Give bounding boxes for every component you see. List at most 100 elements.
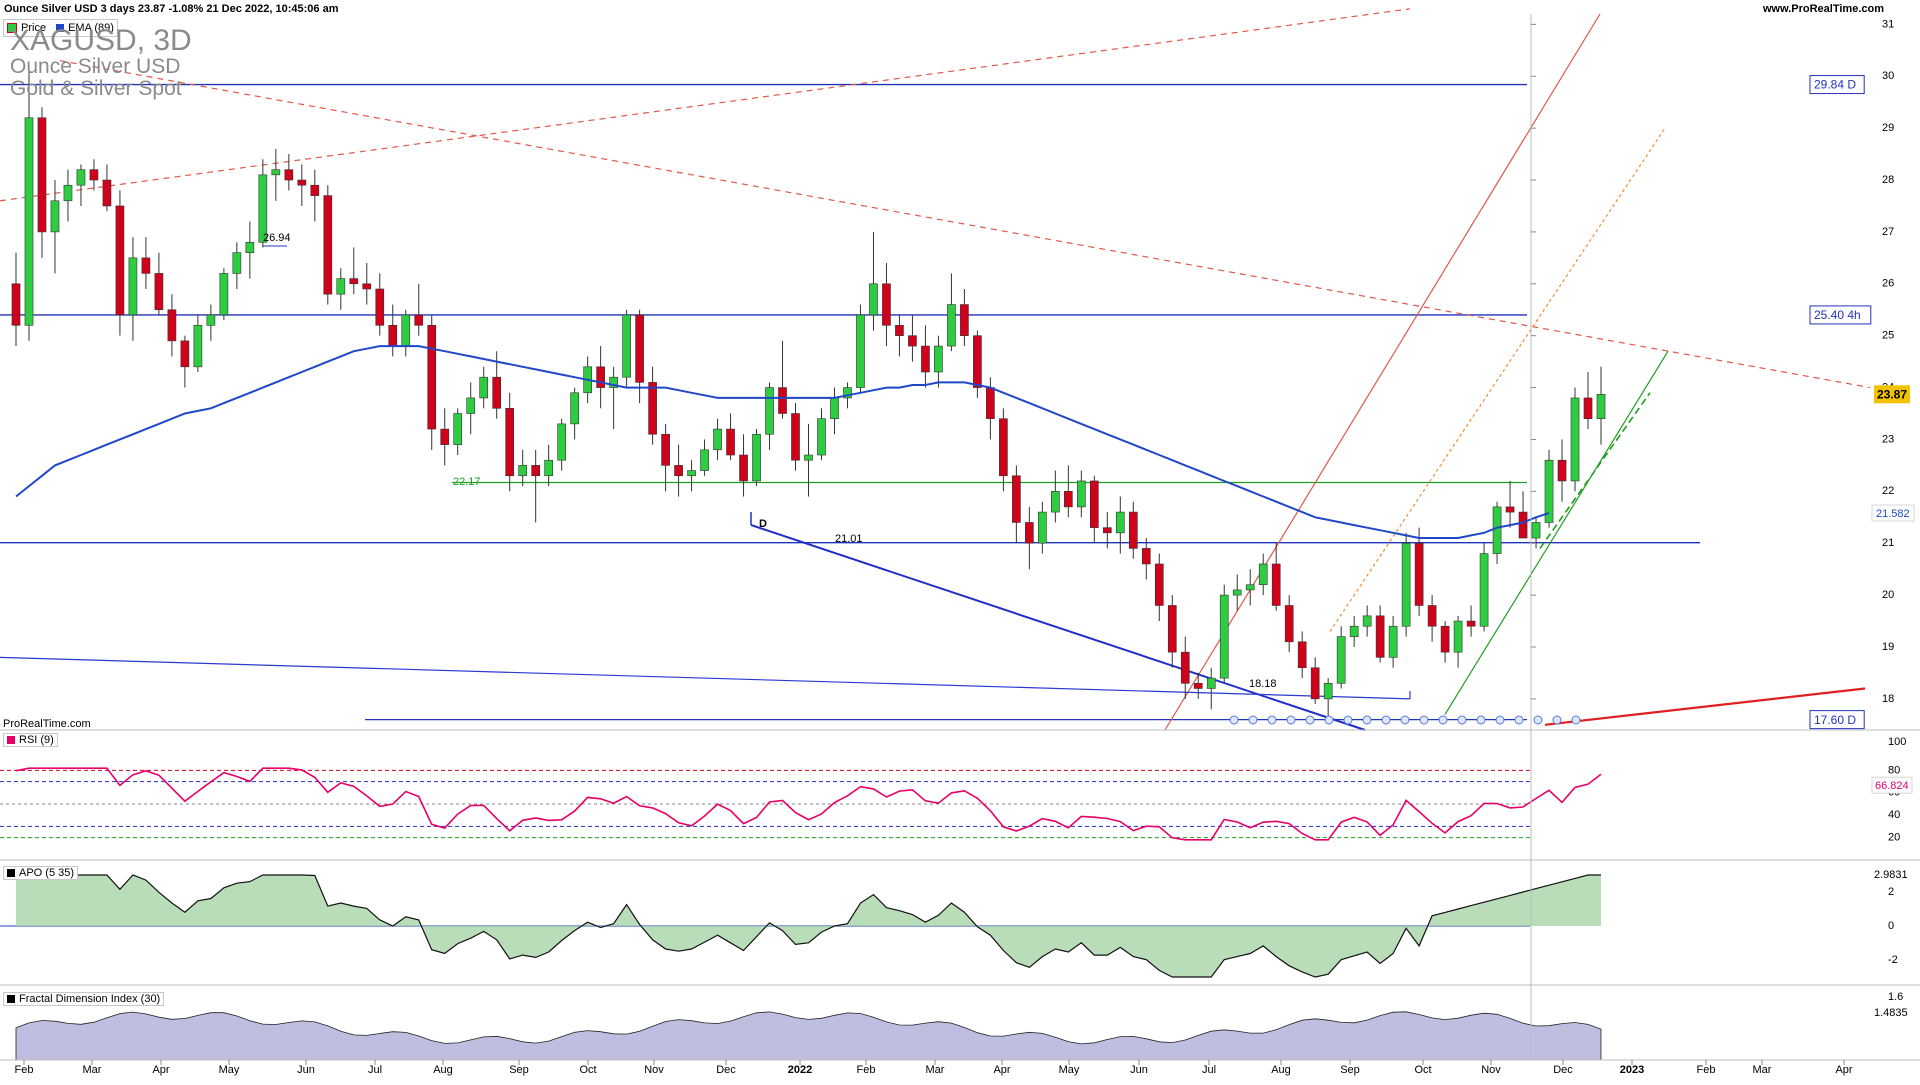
candle[interactable] — [375, 273, 385, 336]
level-tag-box[interactable] — [1809, 710, 1865, 730]
candle[interactable] — [934, 335, 943, 388]
event-marker[interactable] — [1419, 715, 1429, 725]
candle[interactable] — [1336, 626, 1346, 689]
candle[interactable] — [323, 185, 333, 305]
candle[interactable] — [1297, 631, 1307, 679]
candle[interactable] — [1258, 553, 1268, 596]
candle[interactable] — [1154, 553, 1164, 622]
candle[interactable] — [1284, 595, 1294, 653]
candle[interactable] — [726, 413, 735, 461]
event-marker[interactable] — [1286, 715, 1296, 725]
candle[interactable] — [921, 325, 930, 388]
candle[interactable] — [557, 418, 566, 471]
candle[interactable] — [1531, 517, 1541, 549]
candle[interactable] — [180, 335, 190, 388]
fdi-area[interactable] — [15, 1011, 1602, 1061]
event-marker[interactable] — [1267, 715, 1277, 725]
candle[interactable] — [1375, 605, 1385, 663]
level-tag-box[interactable] — [1809, 75, 1865, 95]
candle[interactable] — [1583, 372, 1593, 430]
candle[interactable] — [1466, 605, 1476, 637]
channel-line-orange[interactable] — [1329, 127, 1666, 632]
candle[interactable] — [1128, 501, 1138, 559]
candle[interactable] — [11, 252, 21, 347]
candle[interactable] — [440, 408, 450, 466]
candle[interactable] — [1453, 615, 1463, 668]
candle[interactable] — [232, 242, 242, 289]
candle[interactable] — [1388, 615, 1398, 668]
candle[interactable] — [310, 169, 320, 222]
candle[interactable] — [869, 231, 878, 331]
apo-legend[interactable]: APO (5 35) — [3, 866, 79, 880]
candle[interactable] — [193, 314, 203, 372]
uptrend-line-dashed[interactable] — [1539, 392, 1651, 549]
event-marker[interactable] — [1495, 715, 1505, 725]
candle[interactable] — [1012, 465, 1021, 544]
event-marker[interactable] — [1305, 715, 1315, 725]
candle[interactable] — [1219, 584, 1229, 684]
event-marker[interactable] — [1552, 715, 1562, 725]
candle[interactable] — [24, 65, 34, 341]
event-marker[interactable] — [1533, 715, 1543, 725]
candle[interactable] — [1180, 636, 1190, 699]
candle[interactable] — [609, 366, 618, 430]
candle[interactable] — [882, 263, 891, 347]
candle[interactable] — [1245, 569, 1255, 606]
candle[interactable] — [427, 314, 437, 450]
rsi-line[interactable] — [15, 767, 1602, 841]
candle[interactable] — [1167, 595, 1177, 668]
candle[interactable] — [219, 268, 229, 321]
candle[interactable] — [856, 304, 865, 393]
candle[interactable] — [674, 444, 683, 497]
candle[interactable] — [284, 154, 294, 191]
candle[interactable] — [518, 449, 528, 487]
candle[interactable] — [271, 148, 281, 201]
candle[interactable] — [167, 294, 177, 357]
event-marker[interactable] — [1476, 715, 1486, 725]
rsi-panel[interactable] — [0, 767, 1602, 841]
candle[interactable] — [1323, 678, 1333, 720]
candle[interactable] — [245, 221, 255, 279]
candle[interactable] — [1141, 538, 1151, 580]
candle[interactable] — [1414, 527, 1424, 616]
candle[interactable] — [1206, 667, 1216, 710]
candle[interactable] — [258, 159, 268, 248]
candle[interactable] — [999, 408, 1008, 492]
candle[interactable] — [1064, 465, 1073, 518]
apo-line[interactable] — [15, 874, 1601, 978]
candle[interactable] — [505, 392, 515, 492]
event-marker[interactable] — [1248, 715, 1258, 725]
candle[interactable] — [1051, 470, 1060, 523]
candle[interactable] — [1115, 496, 1125, 554]
fdi-panel[interactable] — [15, 1011, 1602, 1061]
fdi-legend[interactable]: Fractal Dimension Index (30) — [3, 992, 165, 1006]
ema-line[interactable] — [15, 345, 1550, 539]
candle[interactable] — [1479, 543, 1489, 632]
event-marker[interactable] — [1343, 715, 1353, 725]
level-tag-box[interactable] — [1809, 305, 1872, 325]
candle[interactable] — [1025, 506, 1034, 570]
candle[interactable] — [973, 330, 982, 398]
candle[interactable] — [154, 252, 164, 315]
candle[interactable] — [63, 169, 73, 222]
event-marker[interactable] — [1362, 715, 1372, 725]
candle[interactable] — [453, 408, 463, 456]
candle[interactable] — [1596, 366, 1606, 445]
candle[interactable] — [1440, 621, 1450, 663]
candle[interactable] — [336, 268, 346, 310]
candle[interactable] — [1089, 475, 1099, 544]
candle[interactable] — [596, 346, 605, 409]
site-url[interactable]: www.ProRealTime.com — [1762, 3, 1884, 15]
candle[interactable] — [1349, 615, 1359, 647]
candle[interactable] — [479, 366, 489, 409]
candle[interactable] — [531, 449, 540, 523]
candle[interactable] — [1038, 501, 1047, 554]
candle[interactable] — [466, 382, 476, 435]
candle[interactable] — [739, 434, 748, 497]
candle[interactable] — [1102, 512, 1112, 549]
candle[interactable] — [713, 418, 722, 461]
resistance-trendline-descending[interactable] — [59, 60, 1871, 389]
candle[interactable] — [1505, 480, 1515, 528]
apo-panel[interactable] — [0, 874, 1601, 978]
